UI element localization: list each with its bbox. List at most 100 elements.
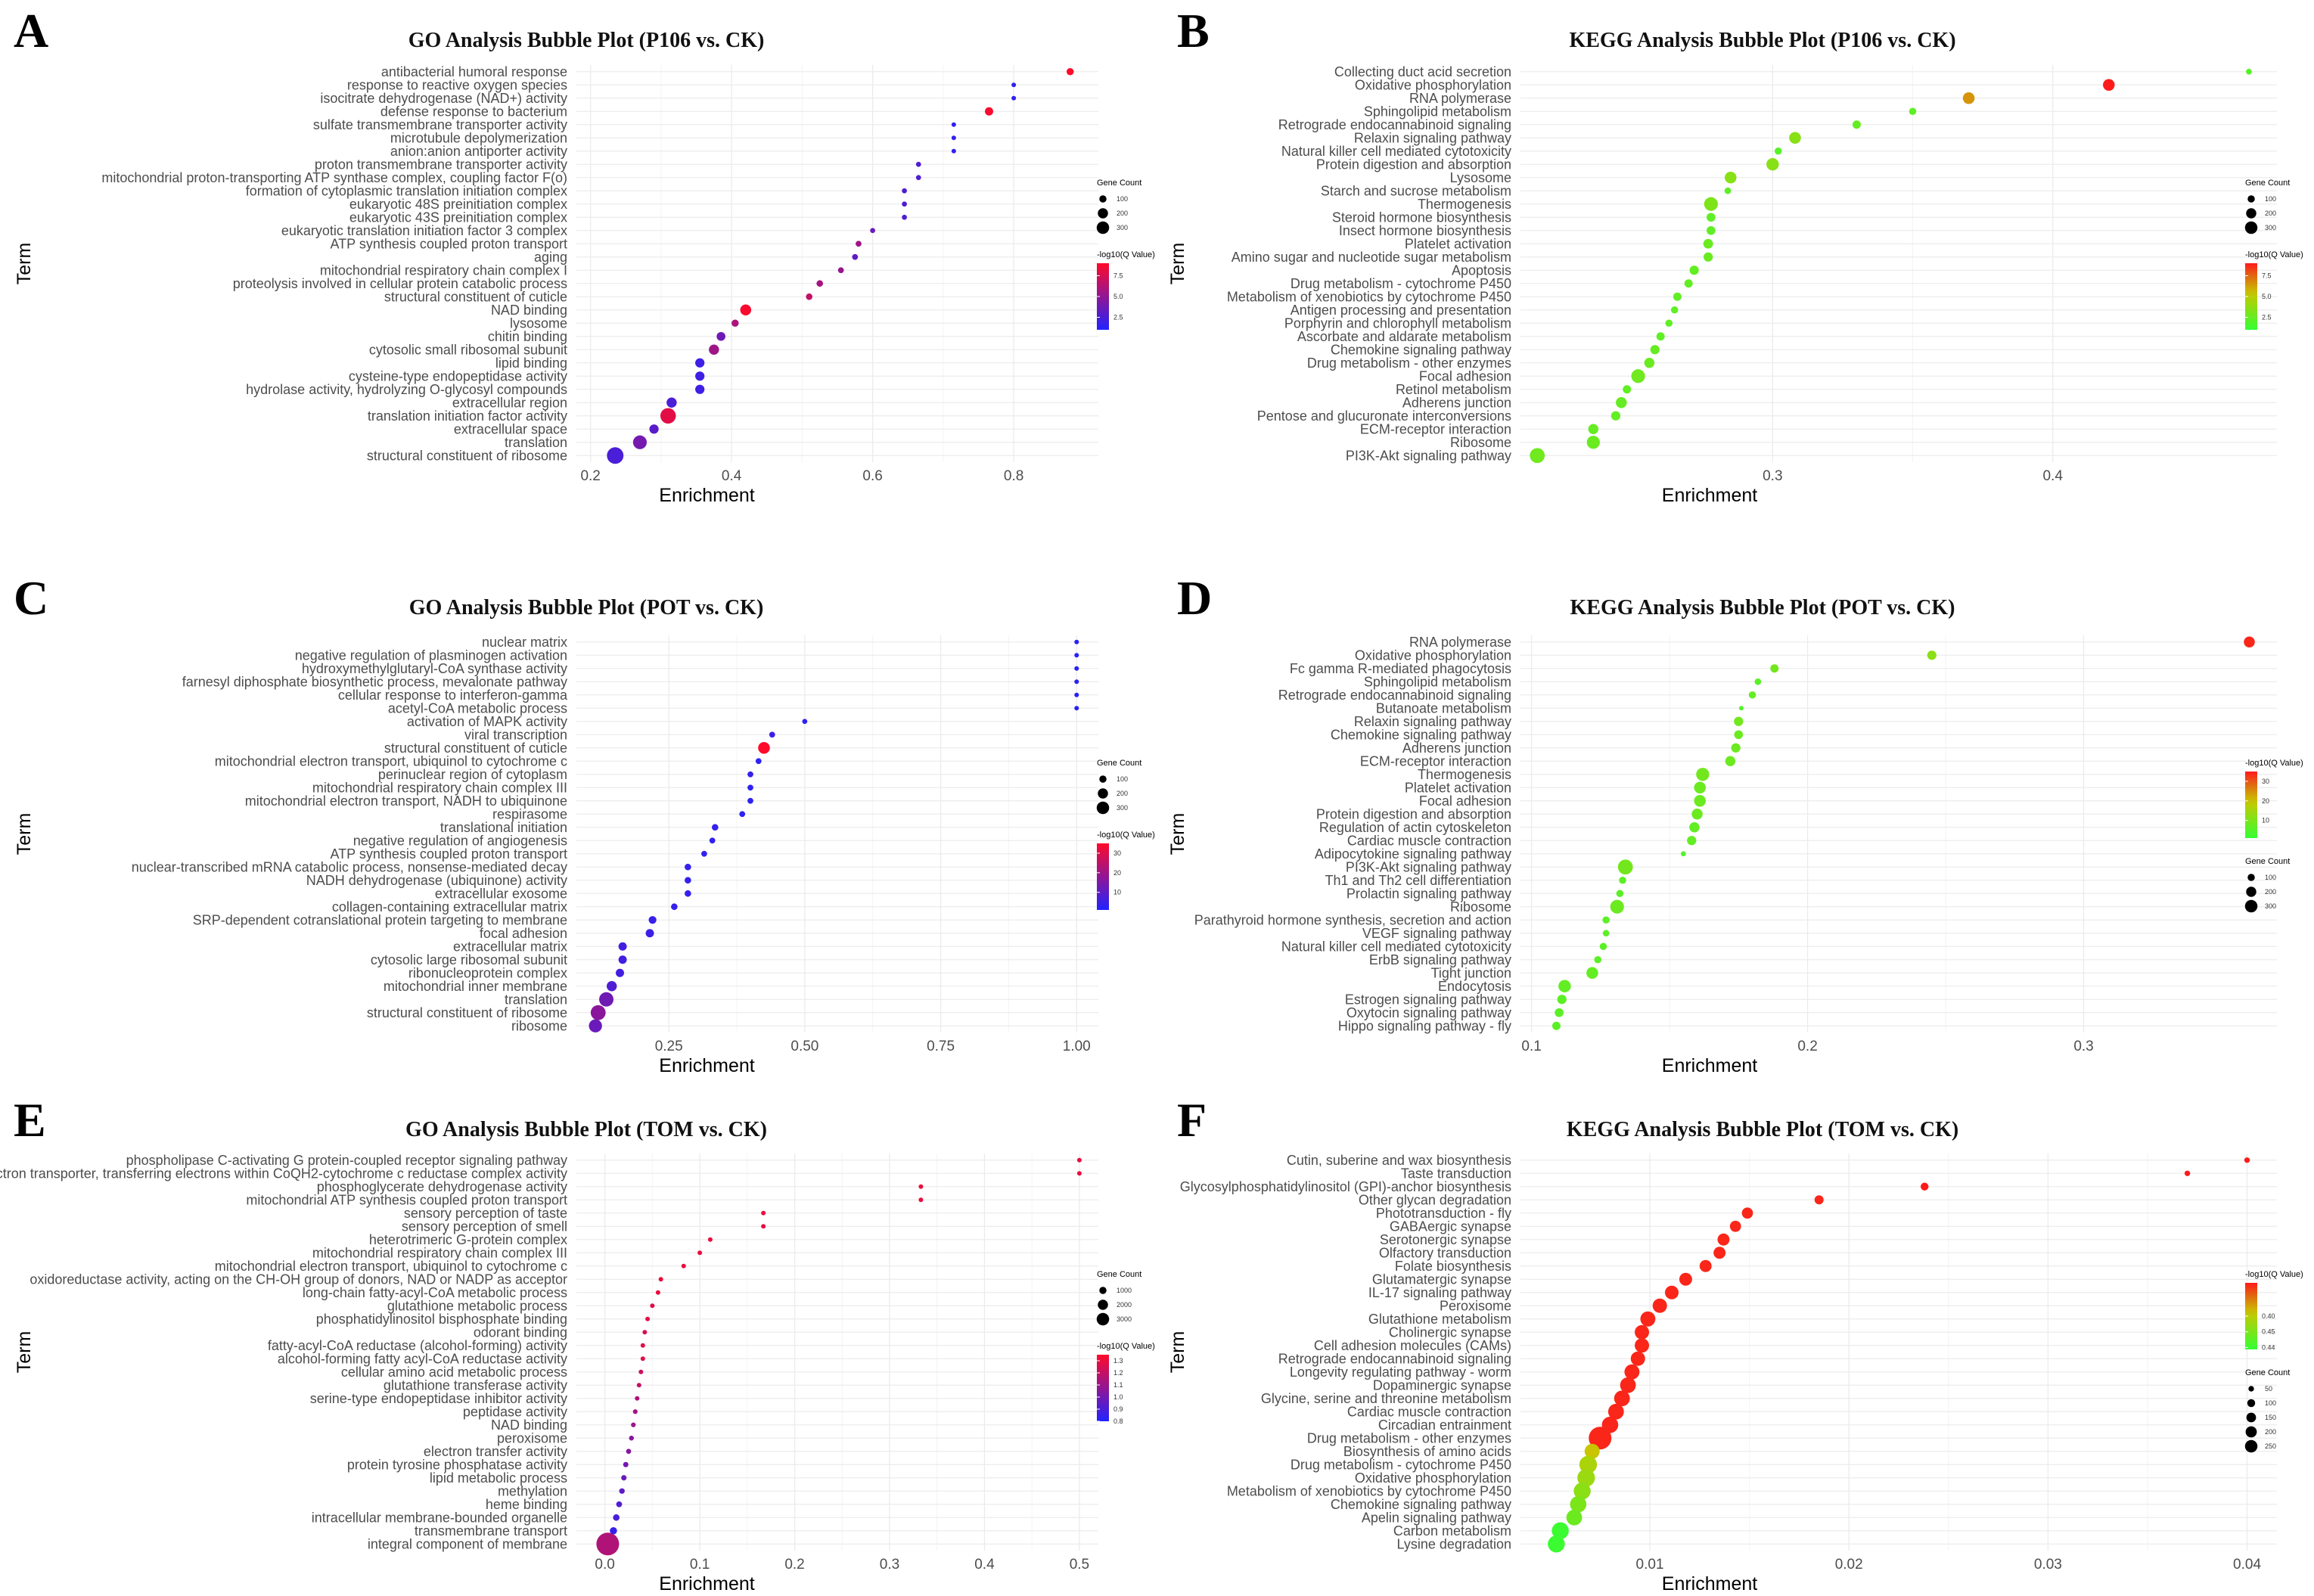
y-tick-labels: Cutin, suberine and wax biosynthesisTast… (1180, 1153, 1511, 1552)
bubble-point (632, 1409, 638, 1414)
color-legend-label: 20 (2262, 797, 2269, 805)
term-label: antibacterial humoral response (381, 64, 567, 79)
bubbles (596, 1157, 1082, 1556)
term-label: Ribosome (1450, 899, 1511, 914)
term-label: mitochondrial inner membrane (384, 979, 567, 994)
term-label: serine-type endopeptidase inhibitor acti… (310, 1391, 567, 1406)
size-legend-dot (2245, 1426, 2257, 1438)
y-tick-labels: phospholipase C-activating G protein-cou… (0, 1153, 567, 1552)
bubble-point (1551, 1021, 1561, 1030)
term-label: eukaryotic 43S preinitiation complex (349, 210, 567, 225)
y-axis-title: Term (1167, 1331, 1188, 1374)
x-tick-label: 0.5 (1070, 1557, 1089, 1573)
bubble-point (632, 435, 647, 449)
term-label: GABAergic synapse (1390, 1219, 1511, 1234)
size-legend-label: 50 (2265, 1385, 2272, 1393)
chart-title: GO Analysis Bubble Plot (TOM vs. CK) (405, 1118, 767, 1141)
term-label: mitochondrial ATP synthesis coupled prot… (246, 1192, 567, 1207)
bubble-point (1076, 1157, 1082, 1163)
bubble-point (761, 1224, 766, 1229)
size-legend-label: 1000 (1117, 1287, 1132, 1294)
bubble-point (1724, 187, 1732, 194)
bubble-point (640, 1356, 645, 1362)
color-legend: -log10(Q Value) 2.5 5.0 7.5 (2245, 250, 2303, 330)
x-tick-label: 1.00 (1063, 1039, 1091, 1054)
term-label: activation of MAPK activity (407, 714, 567, 729)
bubble-point (589, 1019, 602, 1032)
bubble-point (695, 384, 705, 394)
term-label: Hippo signaling pathway - fly (1338, 1018, 1511, 1033)
color-legend-bar (1097, 843, 1109, 910)
term-label: Retinol metabolism (1396, 382, 1511, 397)
size-legend-title: Gene Count (2245, 857, 2290, 866)
bubble-point (701, 850, 707, 857)
term-label: Relaxin signaling pathway (1354, 130, 1511, 145)
bubble-point (618, 942, 627, 951)
bubble-point (740, 304, 752, 315)
term-label: sensory perception of taste (404, 1206, 567, 1221)
term-label: Pentose and glucuronate interconversions (1257, 408, 1511, 424)
x-tick-labels: 0.01 0.02 0.03 0.04 (1636, 1557, 2262, 1573)
bubble-point (1607, 1403, 1624, 1420)
term-label: Platelet activation (1405, 236, 1511, 251)
bubble-point (1635, 1338, 1650, 1353)
bubble-point (697, 1250, 703, 1256)
term-label: eukaryotic translation initiation factor… (281, 223, 567, 238)
term-label: glutathione metabolic process (387, 1298, 567, 1313)
x-tick-label: 0.4 (2042, 468, 2063, 484)
term-label: Glycosylphosphatidylinositol (GPI)-ancho… (1180, 1179, 1511, 1194)
bubble-point (1558, 980, 1571, 992)
bubble-point (685, 877, 691, 884)
color-legend-label: 10 (2262, 817, 2269, 824)
size-legend-label: 200 (2265, 210, 2276, 217)
color-legend-label: 1.0 (1114, 1393, 1123, 1401)
bubble-point (1619, 877, 1626, 884)
term-label: intracellular membrane-bounded organelle (312, 1510, 567, 1525)
color-legend-label: 30 (2262, 778, 2269, 785)
term-label: Focal adhesion (1419, 793, 1511, 809)
bubble-point (616, 968, 624, 977)
bubble-point (731, 319, 739, 327)
bubble-point (1684, 279, 1693, 288)
bubble-point (1074, 706, 1079, 711)
bubble-point (1738, 706, 1744, 711)
color-legend-title: -log10(Q Value) (1097, 831, 1155, 840)
term-label: Antigen processing and presentation (1291, 303, 1511, 318)
size-legend-label: 200 (1117, 790, 1128, 797)
bubble-point (1623, 385, 1632, 394)
term-label: viral transcription (464, 727, 567, 742)
bubble-point (626, 1449, 632, 1455)
color-legend-title: -log10(Q Value) (2245, 759, 2303, 768)
panel-label: B (1177, 4, 1210, 57)
gridlines (576, 635, 1098, 1032)
bubble-point (1704, 197, 1718, 211)
term-label: isocitrate dehydrogenase (NAD+) activity (320, 91, 567, 106)
term-label: Chemokine signaling pathway (1331, 342, 1511, 357)
term-label: Taste transduction (1401, 1166, 1511, 1181)
y-axis-title: Term (1167, 813, 1188, 855)
term-label: Longevity regulating pathway - worm (1290, 1365, 1511, 1380)
term-label: Chemokine signaling pathway (1331, 1497, 1511, 1512)
bubble-point (902, 188, 907, 194)
panel-c: C GO Analysis Bubble Plot (POT vs. CK) nuc… (14, 571, 1155, 1076)
term-label: Relaxin signaling pathway (1354, 714, 1511, 729)
term-label: Other glycan degradation (1359, 1192, 1511, 1207)
term-label: Prolactin signaling pathway (1346, 886, 1511, 901)
term-label: Retrograde endocannabinoid signaling (1278, 117, 1511, 132)
bubble-point (1680, 851, 1686, 857)
size-legend-dot (2247, 1399, 2256, 1408)
term-label: microtubule depolymerization (390, 130, 567, 145)
bubble-point (1679, 1272, 1692, 1286)
term-label: ribosome (511, 1018, 567, 1033)
bubble-point (1589, 1427, 1612, 1450)
term-label: Thermogenesis (1418, 767, 1511, 782)
bubble-point (1617, 859, 1633, 875)
term-label: mitochondrial respiratory chain complex … (320, 262, 567, 278)
term-label: translation initiation factor activity (368, 408, 567, 424)
term-label: lipid metabolic process (430, 1470, 567, 1486)
x-tick-label: 0.3 (880, 1557, 899, 1573)
term-label: Folate biosynthesis (1395, 1259, 1511, 1274)
bubble-point (1707, 213, 1716, 222)
x-tick-label: 0.2 (784, 1557, 804, 1573)
